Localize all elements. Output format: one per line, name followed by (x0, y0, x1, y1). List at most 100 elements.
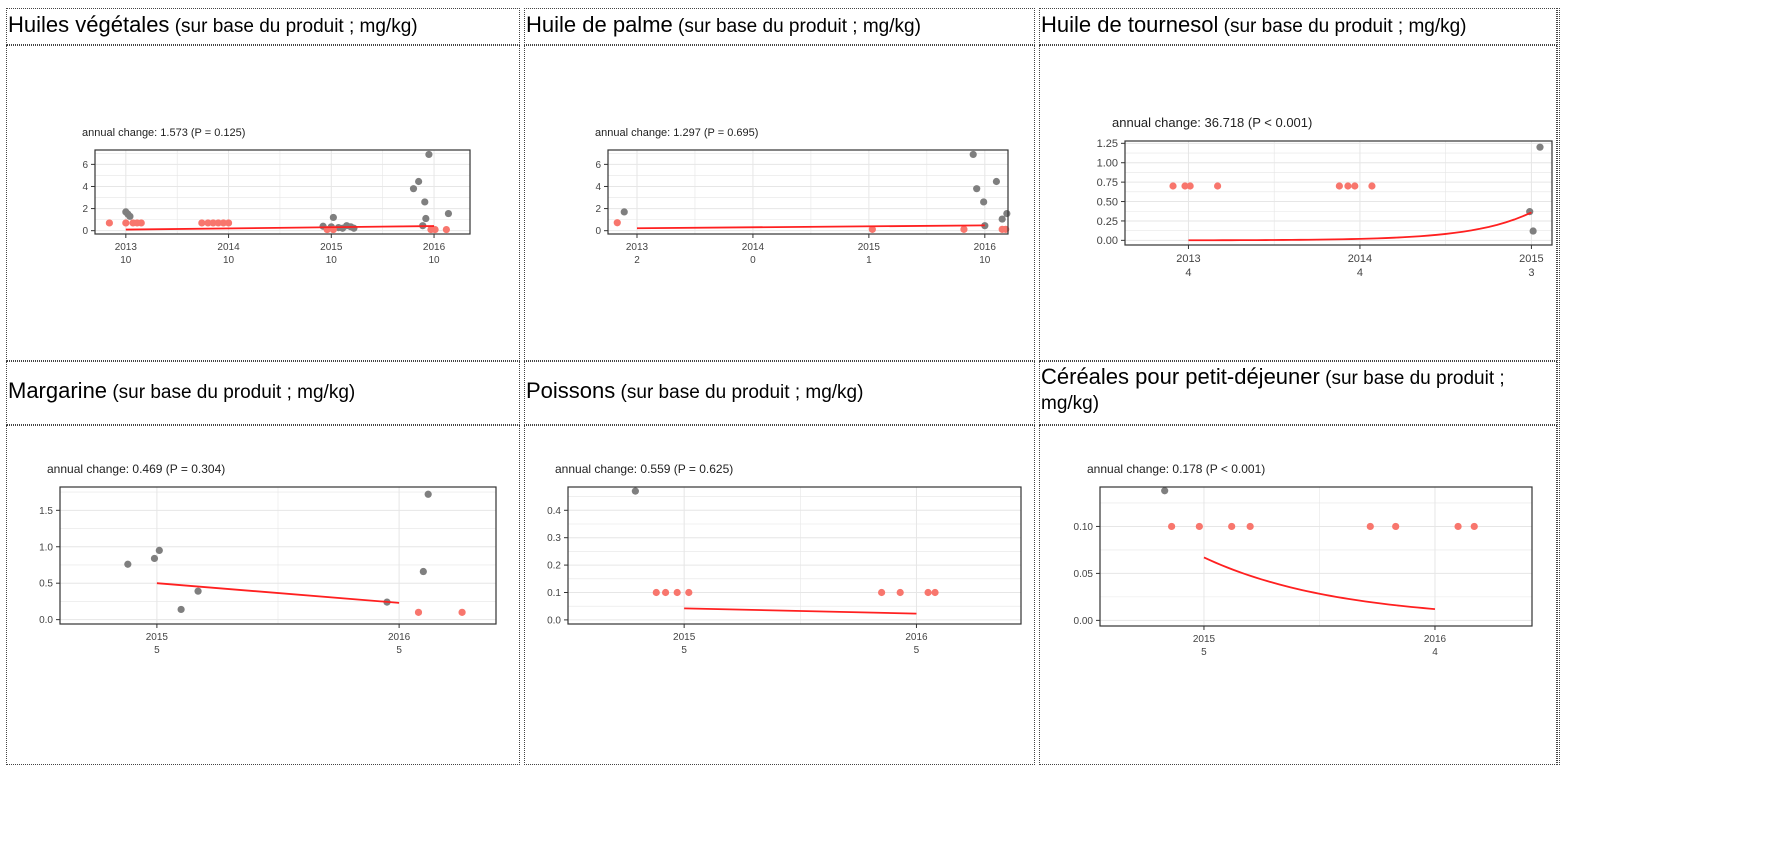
data-point-below-lod (1228, 522, 1236, 531)
x-tick-count-label: 5 (914, 645, 920, 656)
cell-border (1039, 425, 1557, 765)
y-tick-label: 6 (82, 160, 88, 171)
y-tick-label: 0 (595, 226, 601, 237)
data-point-detected (425, 150, 433, 159)
trend-line (1203, 556, 1436, 610)
data-point-below-lod (1344, 182, 1352, 190)
data-point-detected (1161, 487, 1169, 495)
data-point-detected (973, 185, 981, 193)
x-tick-label: 2015 (1193, 634, 1216, 645)
chart-6: annual change: 0.178 (P < 0.001) 0.00 0.05… (1074, 462, 1533, 658)
series-detected (620, 150, 1011, 230)
x-tick-count-label: 3 (1528, 267, 1534, 279)
y-tick-label: 0.0 (547, 615, 561, 626)
x-tick-count-label: 10 (120, 255, 132, 266)
gridlines (95, 150, 470, 234)
y-tick-label: 0 (82, 226, 88, 237)
y-tick-label: 4 (595, 182, 601, 193)
panel-2-title: Huile de palme (sur base du produit ; mg… (526, 10, 921, 43)
x-tick-count-label: 1 (866, 255, 872, 266)
data-point-detected (409, 185, 418, 193)
chart-2: annual change: 1.297 (P = 0.695) 0 2 4 6 2013… (595, 127, 1011, 266)
data-point-detected (1003, 209, 1011, 218)
x-tick-label: 2016 (905, 632, 928, 643)
y-tick-label: 0.50 (1097, 196, 1118, 208)
y-tick-label: 0.00 (1097, 235, 1118, 247)
x-tick-label: 2013 (626, 242, 649, 253)
x-tick-count-label: 5 (154, 645, 160, 656)
data-point-detected (620, 208, 628, 216)
data-point-below-lod (1366, 522, 1374, 531)
data-point-below-lod (868, 225, 876, 233)
data-point-below-lod (661, 588, 670, 597)
x-tick-label: 2013 (115, 242, 138, 253)
data-point-below-lod (1335, 182, 1343, 190)
x-tick-count-label: 5 (681, 645, 687, 656)
y-tick-label: 0.10 (1074, 522, 1094, 533)
data-point-below-lod (204, 219, 212, 227)
gridlines (1125, 141, 1552, 245)
data-point-below-lod (1470, 522, 1478, 531)
data-point-detected (631, 487, 639, 495)
data-point-below-lod (431, 225, 439, 234)
data-point-detected (422, 214, 430, 223)
series-detected (631, 487, 639, 495)
data-point-detected (329, 213, 337, 222)
x-tick-label: 2015 (320, 242, 343, 253)
x-tick-count-label: 4 (1357, 267, 1363, 279)
x-tick-label: 2015 (858, 242, 881, 253)
data-point-detected (155, 546, 163, 554)
plot-frame (567, 486, 1022, 625)
panel-1-title-main: Huiles végétales (8, 12, 170, 37)
x-tick-count-label: 0 (750, 255, 756, 266)
data-point-below-lod (219, 219, 228, 227)
x-tick-label: 2014 (742, 242, 765, 253)
x-tick-count-label: 10 (223, 255, 235, 266)
plot-frame (59, 486, 497, 625)
data-point-detected (1529, 227, 1537, 235)
plot-frame (1099, 486, 1533, 627)
y-tick-label: 0.3 (547, 533, 561, 544)
cell-border (524, 425, 1035, 765)
panel-2-title-main: Huile de palme (526, 12, 673, 37)
data-point-below-lod (1454, 522, 1462, 531)
panel-1-title: Huiles végétales (sur base du produit ; … (8, 10, 418, 43)
series-below-lod (652, 588, 939, 597)
cell-border (1039, 8, 1557, 45)
data-point-below-lod (209, 219, 217, 227)
x-tick-label: 2016 (388, 632, 411, 643)
data-point-below-lod (878, 588, 886, 597)
series-below-lod (1169, 182, 1376, 190)
right-edge-divider (1557, 8, 1560, 765)
x-tick-label: 2014 (1348, 253, 1372, 265)
data-point-below-lod (1351, 182, 1359, 190)
x-tick-label: 2016 (974, 242, 997, 253)
y-tick-label: 2 (82, 204, 88, 215)
data-point-detected (124, 560, 132, 568)
data-point-below-lod (1169, 182, 1177, 190)
x-tick-label: 2015 (146, 632, 169, 643)
data-point-detected (998, 215, 1006, 223)
trend-line (1188, 211, 1532, 242)
x-tick-count-label: 4 (1185, 267, 1191, 279)
y-tick-label: 6 (595, 160, 601, 171)
gridlines (1100, 487, 1532, 626)
gridlines (60, 487, 496, 624)
panel-5-title: Poissons (sur base du produit ; mg/kg) (526, 376, 863, 409)
data-point-below-lod (1368, 182, 1376, 190)
x-tick-label: 2014 (217, 242, 240, 253)
annual-change-label: annual change: 1.297 (P = 0.695) (595, 127, 758, 139)
cell-border (6, 425, 520, 765)
cell-border (6, 45, 520, 361)
data-point-below-lod (685, 588, 693, 597)
x-tick-count-label: 10 (326, 255, 338, 266)
x-tick-count-label: 10 (979, 255, 991, 266)
y-tick-label: 1.25 (1097, 138, 1118, 150)
data-point-detected (1536, 143, 1544, 151)
data-point-detected (415, 177, 423, 186)
data-point-below-lod (652, 588, 660, 597)
annual-change-label: annual change: 36.718 (P < 0.001) (1112, 115, 1312, 130)
plot-frame (607, 149, 1009, 235)
x-tick-label: 2015 (1519, 253, 1543, 265)
